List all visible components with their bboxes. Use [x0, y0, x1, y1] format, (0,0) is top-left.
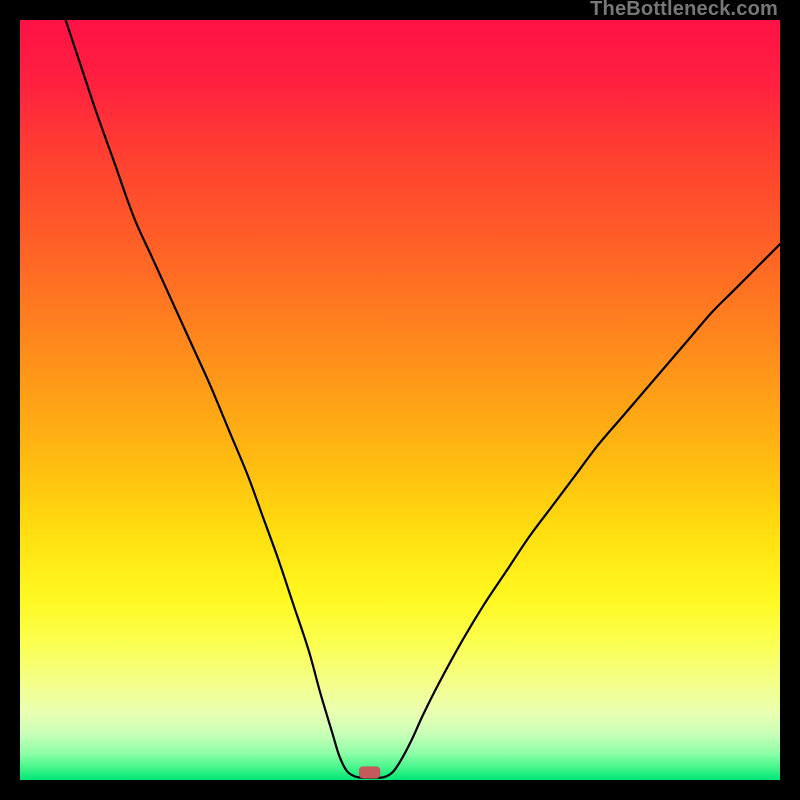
plot-area	[20, 20, 780, 780]
chart-frame: TheBottleneck.com	[0, 0, 800, 800]
optimal-point-marker	[359, 766, 380, 778]
gradient-background	[20, 20, 780, 780]
watermark-text: TheBottleneck.com	[590, 0, 778, 21]
bottleneck-chart	[20, 20, 780, 780]
